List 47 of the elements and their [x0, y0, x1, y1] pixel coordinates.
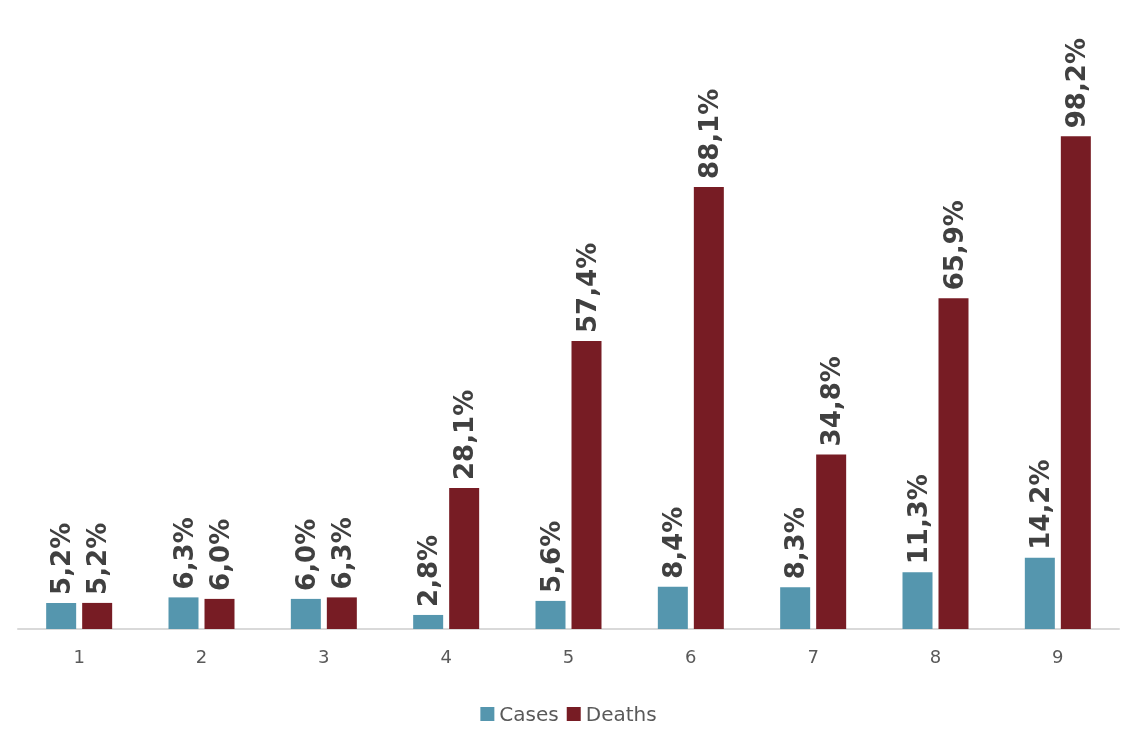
legend-label: Deaths: [585, 702, 657, 726]
data-label: 14,2%: [1024, 459, 1055, 550]
x-tick-label: 8: [929, 645, 942, 667]
bar: [326, 597, 357, 629]
x-tick-label: 2: [195, 645, 208, 667]
x-tick-label: 4: [440, 645, 452, 667]
x-tick-label: 5: [562, 645, 575, 667]
data-label: 5,6%: [535, 520, 566, 593]
data-label: 65,9%: [938, 200, 969, 291]
data-label: 11,3%: [902, 474, 933, 565]
bar: [1024, 557, 1055, 629]
data-label: 57,4%: [571, 242, 602, 333]
x-tick-label: 9: [1052, 645, 1064, 667]
data-label: 88,1%: [693, 88, 724, 179]
data-label: 34,8%: [816, 356, 847, 447]
bar: [571, 340, 602, 629]
x-tick-label: 3: [318, 645, 330, 667]
bar: [816, 454, 847, 629]
bar: [290, 598, 321, 629]
data-label: 8,3%: [780, 507, 811, 580]
bar: [657, 586, 688, 629]
bar: [449, 488, 480, 629]
data-label: 6,3%: [326, 517, 357, 590]
data-label: 2,8%: [413, 534, 444, 607]
bar: [938, 298, 969, 629]
bar: [168, 597, 199, 629]
bar: [780, 587, 811, 629]
data-label: 98,2%: [1060, 38, 1091, 129]
bar: [693, 186, 724, 629]
data-label: 8,4%: [657, 506, 688, 579]
bar: [413, 614, 444, 629]
data-label: 6,3%: [168, 517, 199, 590]
bar: [46, 602, 77, 629]
bar: [535, 600, 566, 629]
data-label: 6,0%: [290, 518, 321, 591]
data-label: 6,0%: [204, 518, 235, 591]
bar: [902, 572, 933, 629]
x-tick-label: 6: [685, 645, 697, 667]
bar: [204, 598, 235, 629]
data-label: 28,1%: [449, 389, 480, 480]
x-tick-label: 7: [807, 645, 819, 667]
bar: [82, 602, 113, 629]
bar: [1060, 136, 1091, 629]
legend-label: Cases: [499, 702, 559, 726]
x-tick-label: 1: [73, 645, 85, 667]
data-label: 5,2%: [46, 522, 77, 595]
data-label: 5,2%: [82, 522, 113, 595]
